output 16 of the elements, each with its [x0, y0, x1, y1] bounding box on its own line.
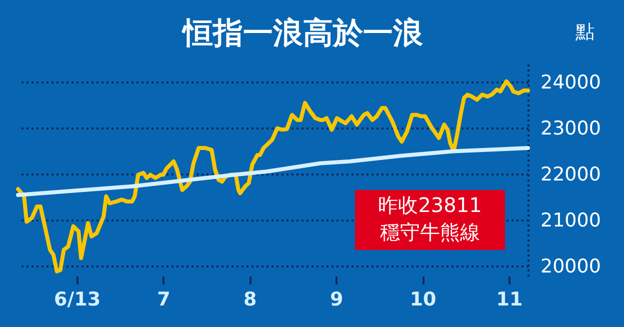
line-series	[16, 146, 530, 197]
y-tick-label: 24000	[540, 71, 601, 94]
y-tick-label: 21000	[540, 209, 601, 232]
line-series	[16, 79, 530, 274]
x-tick-label: 10	[410, 288, 436, 310]
y-tick-label: 22000	[540, 163, 601, 186]
y-tick-label: 23000	[540, 117, 601, 140]
chart-title: 恒指一浪高於一浪	[181, 16, 424, 51]
x-tick-label: 9	[330, 288, 344, 310]
annotation: 昨收23811 穩守牛熊線	[378, 193, 482, 244]
y-tick-label: 20000	[540, 255, 601, 278]
y-axis-title: 點	[574, 21, 594, 43]
x-tick-label: 7	[157, 288, 170, 310]
x-tick-label: 6/13	[54, 288, 101, 310]
x-tick-label: 11	[496, 288, 523, 310]
x-tick-label: 8	[244, 288, 257, 310]
